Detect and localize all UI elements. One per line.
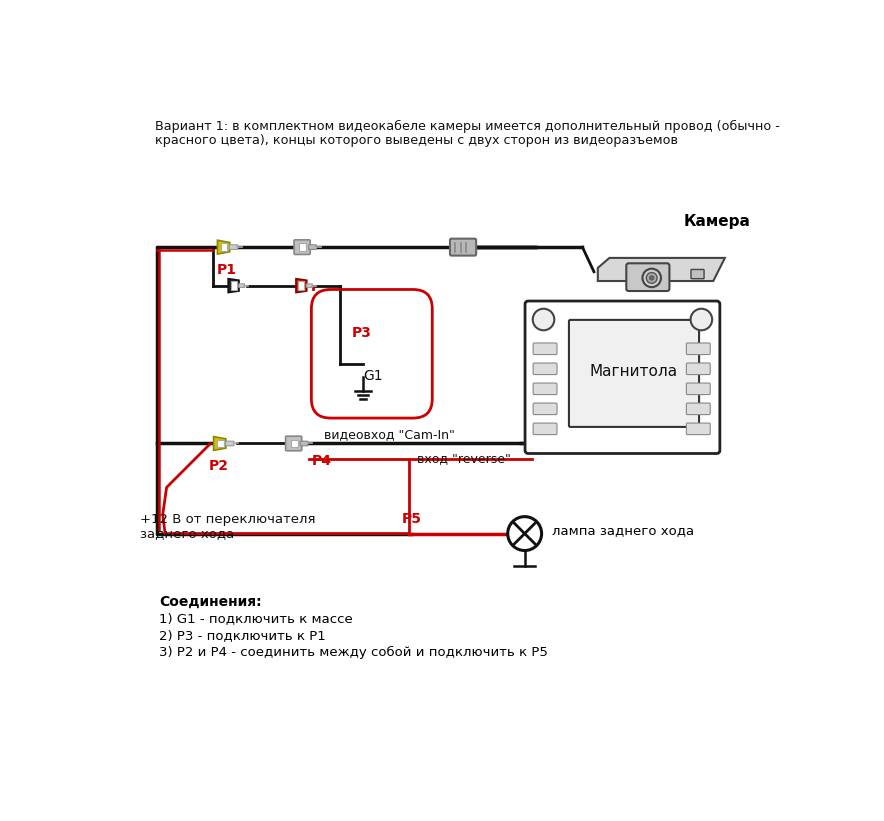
Circle shape bbox=[690, 309, 713, 330]
FancyBboxPatch shape bbox=[231, 282, 237, 290]
Text: видеовход "Cam-In": видеовход "Cam-In" bbox=[324, 428, 455, 441]
Text: P2: P2 bbox=[209, 460, 229, 474]
FancyBboxPatch shape bbox=[299, 243, 306, 251]
Circle shape bbox=[533, 309, 554, 330]
Text: заднего хода: заднего хода bbox=[140, 527, 234, 539]
FancyBboxPatch shape bbox=[286, 436, 301, 451]
FancyBboxPatch shape bbox=[301, 441, 308, 446]
Text: P5: P5 bbox=[401, 511, 422, 525]
FancyBboxPatch shape bbox=[225, 441, 234, 446]
FancyBboxPatch shape bbox=[533, 403, 557, 415]
FancyBboxPatch shape bbox=[239, 284, 245, 287]
FancyBboxPatch shape bbox=[686, 363, 710, 374]
Text: P4: P4 bbox=[311, 454, 332, 468]
Text: Камера: Камера bbox=[684, 213, 751, 228]
FancyBboxPatch shape bbox=[686, 403, 710, 415]
FancyBboxPatch shape bbox=[686, 343, 710, 355]
Text: лампа заднего хода: лампа заднего хода bbox=[552, 524, 694, 537]
Text: вход "reverse": вход "reverse" bbox=[417, 452, 511, 466]
Text: G1: G1 bbox=[363, 369, 383, 383]
Polygon shape bbox=[217, 241, 230, 254]
FancyBboxPatch shape bbox=[450, 239, 476, 255]
Text: 1) G1 - подключить к массе: 1) G1 - подключить к массе bbox=[159, 612, 353, 625]
Circle shape bbox=[507, 516, 542, 551]
FancyBboxPatch shape bbox=[294, 240, 310, 255]
Circle shape bbox=[646, 273, 657, 283]
Polygon shape bbox=[228, 278, 239, 292]
FancyBboxPatch shape bbox=[691, 269, 704, 278]
FancyBboxPatch shape bbox=[298, 282, 304, 290]
FancyBboxPatch shape bbox=[307, 284, 312, 287]
FancyBboxPatch shape bbox=[569, 320, 699, 427]
Polygon shape bbox=[296, 278, 307, 292]
Text: P1: P1 bbox=[217, 263, 237, 277]
Text: Вариант 1: в комплектном видеокабеле камеры имеется дополнительный провод (обычн: Вариант 1: в комплектном видеокабеле кам… bbox=[155, 120, 780, 133]
FancyBboxPatch shape bbox=[686, 383, 710, 395]
Polygon shape bbox=[598, 258, 725, 281]
Text: Магнитола: Магнитола bbox=[590, 364, 678, 378]
FancyBboxPatch shape bbox=[533, 383, 557, 395]
FancyBboxPatch shape bbox=[309, 245, 316, 250]
Text: +12 В от переключателя: +12 В от переключателя bbox=[140, 513, 316, 526]
FancyBboxPatch shape bbox=[217, 439, 224, 447]
Text: красного цвета), концы которого выведены с двух сторон из видеоразъемов: красного цвета), концы которого выведены… bbox=[155, 134, 678, 147]
FancyBboxPatch shape bbox=[525, 301, 720, 453]
Text: 3) Р2 и Р4 - соединить между собой и подключить к Р5: 3) Р2 и Р4 - соединить между собой и под… bbox=[159, 646, 548, 659]
Text: Соединения:: Соединения: bbox=[159, 595, 262, 609]
Text: 2) Р3 - подключить к Р1: 2) Р3 - подключить к Р1 bbox=[159, 629, 325, 642]
FancyBboxPatch shape bbox=[533, 363, 557, 374]
Circle shape bbox=[650, 276, 654, 280]
FancyBboxPatch shape bbox=[220, 243, 227, 251]
Polygon shape bbox=[214, 437, 226, 451]
FancyBboxPatch shape bbox=[533, 423, 557, 434]
FancyBboxPatch shape bbox=[686, 423, 710, 434]
FancyBboxPatch shape bbox=[626, 264, 669, 291]
FancyBboxPatch shape bbox=[291, 439, 298, 447]
FancyBboxPatch shape bbox=[229, 245, 238, 250]
Circle shape bbox=[643, 268, 661, 287]
FancyBboxPatch shape bbox=[533, 343, 557, 355]
Text: P3: P3 bbox=[352, 327, 371, 341]
